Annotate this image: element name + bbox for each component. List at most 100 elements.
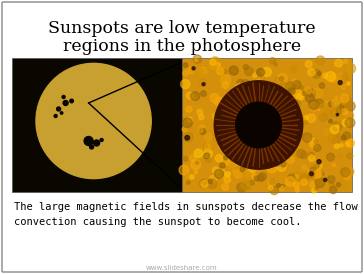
Circle shape [272,140,276,144]
Circle shape [240,130,248,138]
Text: Sunspots are low temperature: Sunspots are low temperature [48,20,316,37]
Circle shape [236,134,242,139]
Circle shape [280,151,287,158]
Circle shape [240,97,249,106]
Circle shape [244,120,253,129]
Circle shape [56,107,60,111]
Circle shape [257,175,264,181]
Circle shape [274,78,280,83]
Circle shape [269,186,273,190]
Circle shape [275,107,284,116]
Circle shape [234,116,244,126]
Circle shape [222,82,229,89]
Circle shape [336,133,340,136]
Circle shape [280,184,285,189]
Circle shape [242,171,250,179]
Circle shape [241,180,251,190]
Circle shape [336,113,339,116]
Circle shape [268,179,274,186]
Circle shape [276,150,283,158]
Circle shape [326,72,336,81]
Circle shape [329,119,332,123]
Circle shape [266,134,275,142]
Circle shape [222,158,230,165]
Circle shape [250,130,258,138]
Circle shape [181,79,190,89]
Circle shape [317,160,321,164]
Circle shape [347,139,355,147]
Circle shape [203,144,207,148]
Circle shape [319,83,325,88]
Circle shape [310,140,317,148]
Circle shape [214,81,303,169]
Circle shape [269,108,276,115]
Circle shape [210,94,214,98]
Circle shape [254,176,259,181]
Circle shape [329,74,338,82]
Circle shape [344,174,350,180]
Circle shape [204,153,210,159]
Circle shape [183,132,193,142]
Circle shape [257,135,266,144]
Circle shape [190,155,195,161]
Circle shape [316,56,325,65]
Circle shape [286,84,289,87]
Circle shape [281,91,285,95]
Circle shape [281,131,285,135]
Circle shape [90,145,94,149]
Circle shape [288,174,295,181]
Circle shape [272,150,276,153]
Circle shape [260,94,270,104]
Circle shape [301,179,307,185]
Circle shape [230,149,236,155]
Circle shape [246,90,251,94]
Circle shape [94,140,100,146]
Circle shape [247,186,250,190]
Circle shape [320,103,329,112]
Circle shape [305,87,312,94]
Circle shape [252,92,256,97]
Circle shape [240,151,245,156]
Circle shape [229,66,238,75]
Circle shape [284,132,289,136]
Circle shape [237,183,246,192]
Circle shape [312,69,321,78]
Circle shape [217,169,225,178]
Circle shape [63,101,68,105]
Circle shape [259,142,265,148]
Circle shape [293,79,297,83]
Circle shape [254,149,264,158]
Circle shape [251,153,257,158]
Circle shape [333,107,336,110]
Circle shape [207,179,217,189]
Circle shape [343,132,351,140]
Circle shape [314,164,319,168]
Circle shape [241,80,250,89]
Circle shape [336,125,339,128]
Circle shape [186,92,193,99]
Circle shape [245,67,253,76]
Circle shape [336,105,344,113]
Circle shape [328,134,336,142]
Circle shape [265,93,272,99]
Circle shape [199,180,206,187]
Circle shape [335,59,343,67]
Circle shape [179,165,189,175]
Circle shape [283,141,290,148]
Circle shape [199,128,206,135]
Circle shape [314,140,318,144]
Circle shape [321,172,324,176]
Circle shape [328,176,335,183]
Circle shape [281,162,286,167]
Circle shape [257,94,267,104]
Circle shape [209,60,218,70]
Circle shape [340,168,350,177]
Circle shape [342,119,349,127]
Circle shape [314,162,322,169]
Circle shape [309,172,313,176]
Circle shape [286,177,295,186]
Circle shape [250,136,259,145]
Circle shape [310,138,315,143]
Circle shape [248,125,252,129]
Circle shape [232,169,236,173]
